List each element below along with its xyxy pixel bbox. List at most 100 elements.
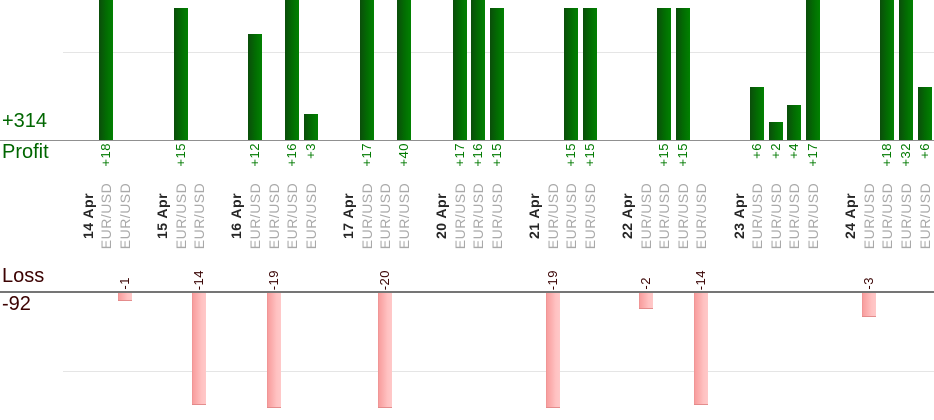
loss-bar xyxy=(266,293,281,408)
profit-value-label: +4 xyxy=(786,143,802,159)
symbol-label: EUR/USD xyxy=(302,182,319,250)
profit-axis-line xyxy=(0,140,934,141)
loss-bar xyxy=(378,293,393,408)
profit-value-label: +3 xyxy=(302,143,318,159)
profit-value-label: +15 xyxy=(563,143,579,167)
date-label: 23 Apr xyxy=(730,192,747,240)
symbol-label: EUR/USD xyxy=(805,182,821,250)
date-label: 20 Apr xyxy=(433,192,449,240)
profit-value-label: +16 xyxy=(470,143,486,167)
loss-value-label: -19 xyxy=(265,269,281,290)
profit-value-label: +12 xyxy=(247,143,262,167)
symbol-label: EUR/USD xyxy=(786,182,803,250)
loss-bar xyxy=(694,293,709,405)
symbol-label: EUR/USD xyxy=(265,182,282,250)
loss-axis-line xyxy=(0,291,934,293)
loss-bar xyxy=(545,293,560,408)
symbol-label: EUR/USD xyxy=(581,182,598,250)
profit-bar xyxy=(285,0,300,140)
profit-value-label: +15 xyxy=(656,143,672,167)
profit-bar xyxy=(471,0,486,140)
profit-value-label: +18 xyxy=(879,143,895,167)
loss-bar xyxy=(861,293,876,317)
profit-value-label: +40 xyxy=(395,143,411,167)
profit-axis-title: Profit xyxy=(2,141,49,163)
symbol-label: EUR/USD xyxy=(191,182,208,250)
loss-value-label: -14 xyxy=(191,269,207,290)
symbol-label: EUR/USD xyxy=(898,182,914,250)
profit-bar xyxy=(806,0,820,140)
loss-bar xyxy=(192,293,207,405)
symbol-label: EUR/USD xyxy=(749,182,766,250)
loss-value-label: -20 xyxy=(377,269,393,290)
symbol-label: EUR/USD xyxy=(693,182,710,250)
profit-value-label: +6 xyxy=(749,143,765,159)
profit-value-label: +17 xyxy=(805,143,820,167)
date-label: 17 Apr xyxy=(340,192,356,240)
symbol-label: EUR/USD xyxy=(488,182,505,250)
profit-value-label: +6 xyxy=(916,143,932,159)
date-label: 15 Apr xyxy=(154,192,170,240)
symbol-label: EUR/USD xyxy=(879,182,896,250)
date-label: 24 Apr xyxy=(842,192,859,240)
loss-value-label: -14 xyxy=(693,269,709,290)
profit-value-label: +15 xyxy=(674,143,690,167)
symbol-label: EUR/USD xyxy=(470,182,487,250)
loss-gridline xyxy=(63,371,934,372)
profit-bar xyxy=(564,8,579,140)
symbol-label: EUR/USD xyxy=(860,182,877,250)
symbol-label: EUR/USD xyxy=(247,182,263,250)
profit-value-label: +15 xyxy=(488,143,504,167)
profit-value-label: +17 xyxy=(451,143,467,167)
profit-bar xyxy=(880,0,895,140)
loss-value-label: -3 xyxy=(860,277,876,290)
symbol-label: EUR/USD xyxy=(284,182,301,250)
profit-value-label: +16 xyxy=(284,143,300,167)
symbol-label: EUR/USD xyxy=(116,182,133,250)
profit-bar xyxy=(99,0,114,140)
profit-bar xyxy=(917,87,932,140)
profit-value-label: +2 xyxy=(767,143,783,159)
profit-bar xyxy=(303,113,318,140)
symbol-label: EUR/USD xyxy=(674,182,691,250)
loss-bar xyxy=(117,293,132,301)
profit-bar xyxy=(396,0,411,140)
date-label: 21 Apr xyxy=(526,192,542,240)
symbol-label: EUR/USD xyxy=(172,182,189,250)
profit-bar xyxy=(452,0,467,140)
profit-value-label: +15 xyxy=(172,143,188,167)
date-label: 16 Apr xyxy=(228,192,245,240)
symbol-label: EUR/USD xyxy=(544,182,561,250)
profit-bar xyxy=(899,0,913,140)
profit-value-label: +32 xyxy=(898,143,913,167)
profit-total-label: +314 xyxy=(2,110,48,132)
date-label: 14 Apr xyxy=(79,192,96,240)
profit-bar xyxy=(657,8,672,140)
loss-axis-title: Loss xyxy=(2,265,45,287)
symbol-label: EUR/USD xyxy=(358,182,375,250)
profit-bar xyxy=(675,8,690,140)
profit-value-label: +18 xyxy=(98,143,114,167)
symbol-label: EUR/USD xyxy=(767,182,784,250)
loss-value-label: -1 xyxy=(116,277,132,290)
symbol-label: EUR/USD xyxy=(451,182,468,250)
symbol-label: EUR/USD xyxy=(395,182,412,250)
profit-plot-area xyxy=(0,0,934,140)
loss-value-label: -19 xyxy=(544,269,560,290)
loss-plot-area xyxy=(0,293,934,409)
profit-bar xyxy=(248,34,262,140)
symbol-label: EUR/USD xyxy=(563,182,580,250)
symbol-label: EUR/USD xyxy=(98,182,115,250)
profit-bar xyxy=(359,0,374,140)
profit-bar xyxy=(489,8,504,140)
loss-value-label: -2 xyxy=(637,277,653,290)
symbol-label: EUR/USD xyxy=(377,182,394,250)
profit-bar xyxy=(787,104,802,140)
profit-bar xyxy=(768,122,783,140)
profit-bar xyxy=(582,8,597,140)
symbol-label: EUR/USD xyxy=(637,182,654,250)
profit-bar xyxy=(173,8,188,140)
loss-total-label: -92 xyxy=(2,293,31,315)
profit-bar xyxy=(750,87,765,140)
